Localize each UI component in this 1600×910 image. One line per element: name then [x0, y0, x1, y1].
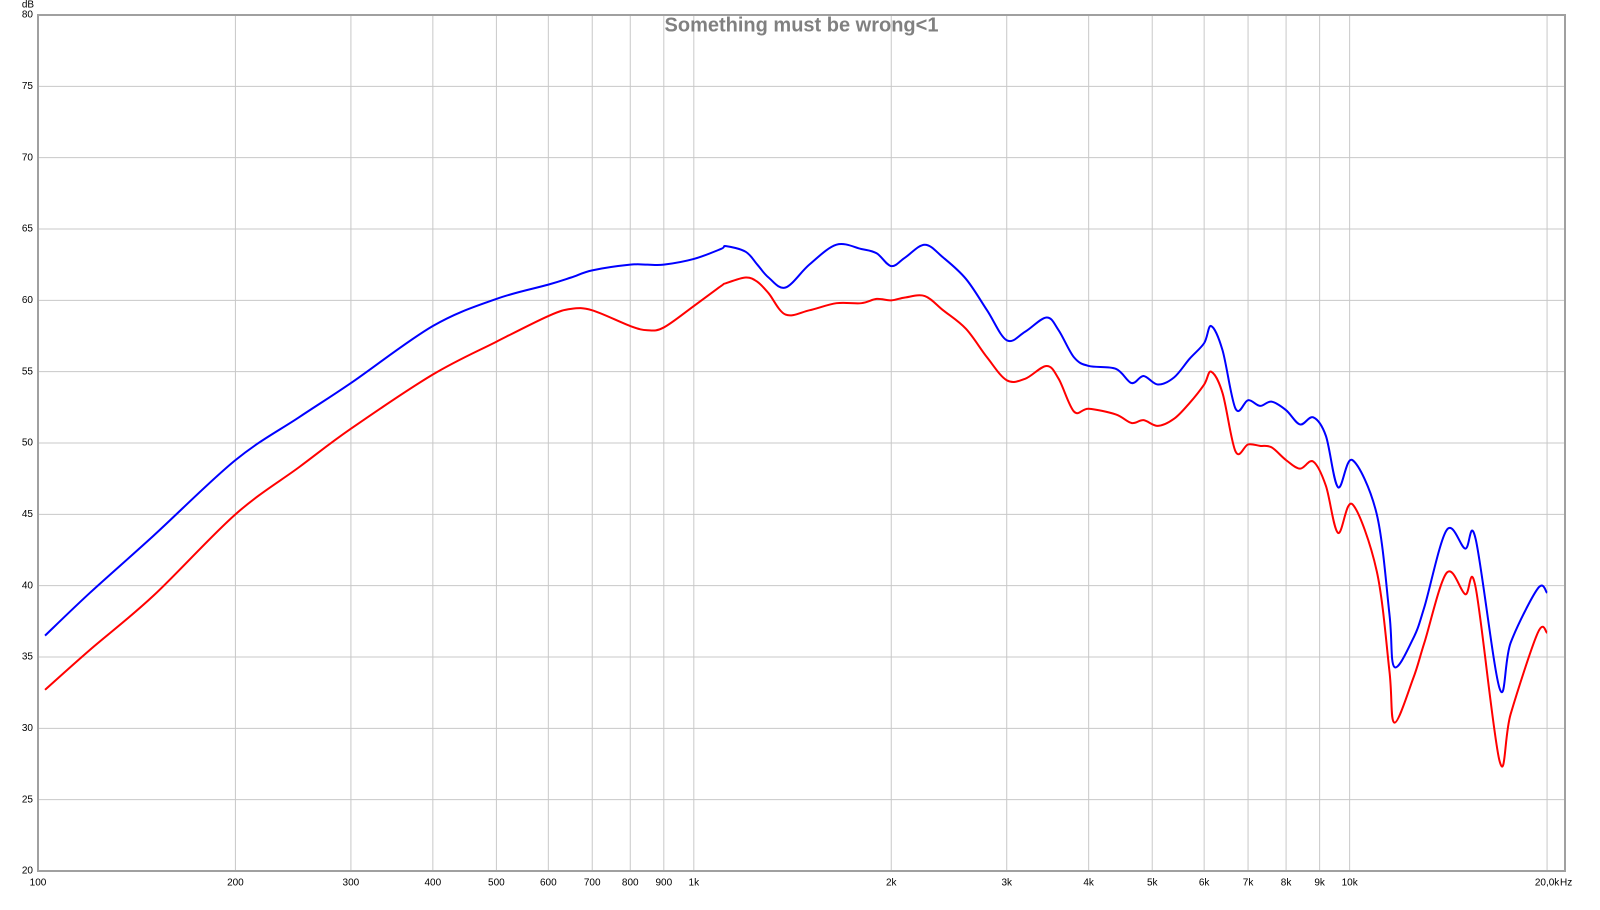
x-tick-label: 600	[540, 878, 557, 889]
x-tick-label: 20,0k	[1535, 878, 1560, 889]
line-series	[44, 276, 1549, 768]
x-tick-label: 2k	[886, 878, 898, 889]
x-tick-label: 400	[424, 878, 441, 889]
x-tick-label: 200	[227, 878, 244, 889]
x-tick-label: 900	[655, 878, 672, 889]
x-tick-label: 8k	[1281, 878, 1293, 889]
y-axis-label: dB	[22, 0, 35, 11]
x-tick-label: 3k	[1001, 878, 1013, 889]
plot-frame	[37, 14, 1566, 872]
x-tick-label: 100	[30, 878, 47, 889]
y-tick-label: 25	[22, 794, 34, 805]
chart-title: Something must be wrong<1	[665, 14, 939, 36]
y-tick-label: 30	[22, 723, 34, 734]
x-tick-label: 800	[622, 878, 639, 889]
x-tick-label: 4k	[1083, 878, 1095, 889]
x-tick-label: 5k	[1147, 878, 1159, 889]
x-tick-label: 1k	[689, 878, 701, 889]
y-tick-label: 75	[22, 81, 34, 92]
y-tick-label: 55	[22, 366, 34, 377]
y-tick-label: 65	[22, 224, 34, 235]
x-tick-label: 500	[488, 878, 505, 889]
x-axis-label: Hz	[1560, 878, 1572, 889]
x-tick-label: 300	[343, 878, 360, 889]
y-tick-label: 40	[22, 580, 34, 591]
x-tick-label: 7k	[1243, 878, 1255, 889]
y-tick-label: 60	[22, 295, 34, 306]
x-tick-label: 6k	[1199, 878, 1211, 889]
x-tick-label: 9k	[1314, 878, 1326, 889]
y-tick-label: 35	[22, 652, 34, 663]
x-tick-label: 700	[584, 878, 601, 889]
y-tick-label: 45	[22, 509, 34, 520]
x-tick-label: 10k	[1342, 878, 1359, 889]
line-series	[44, 243, 1548, 693]
y-tick-label: 70	[22, 152, 34, 163]
y-tick-label: 20	[22, 866, 34, 877]
y-tick-label: 50	[22, 438, 34, 449]
y-tick-label: 80	[22, 10, 34, 21]
